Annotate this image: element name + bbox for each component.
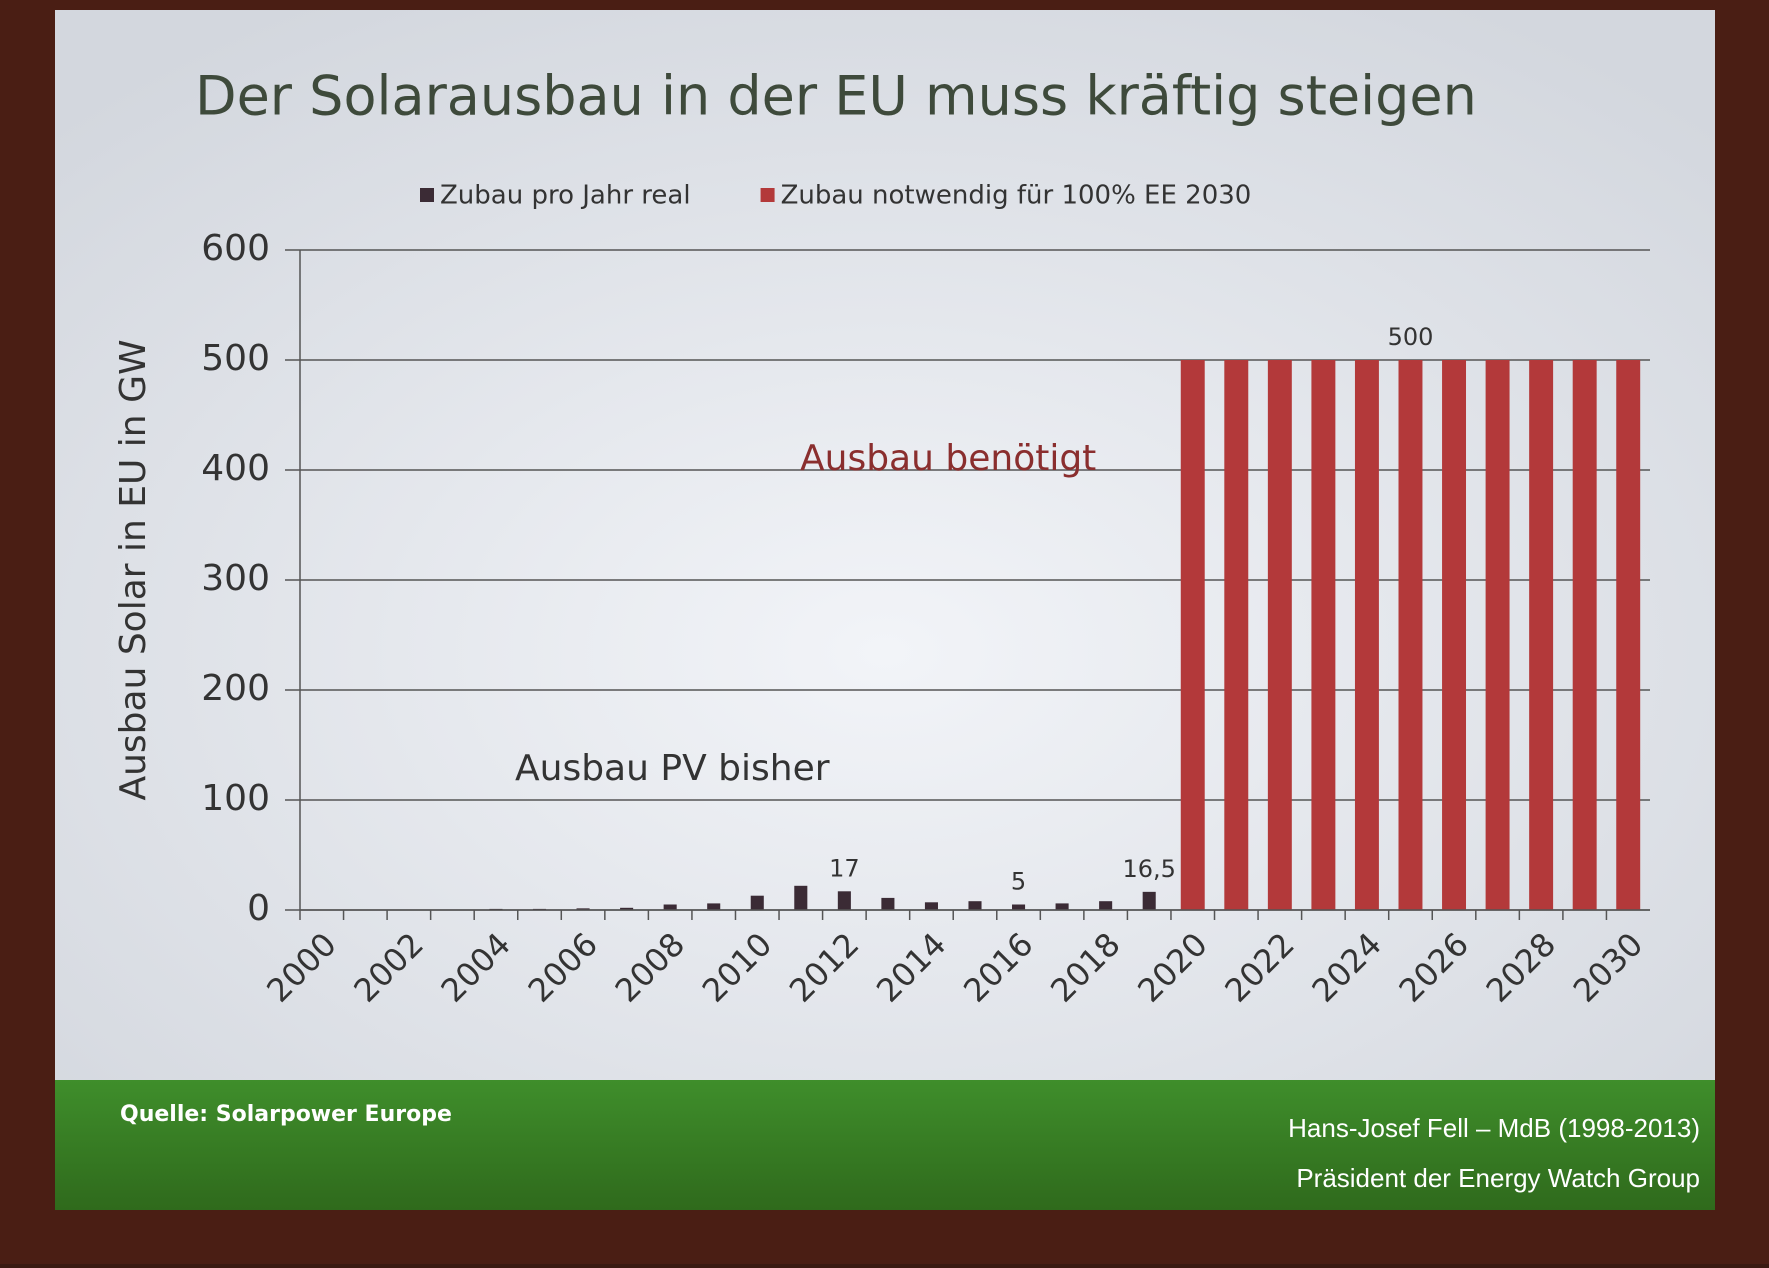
bar bbox=[838, 891, 851, 910]
legend-swatch bbox=[420, 188, 434, 202]
author: Hans-Josef Fell – MdB (1998-2013) bbox=[1288, 1113, 1700, 1143]
y-tick-label: 0 bbox=[247, 888, 270, 929]
bar bbox=[1268, 360, 1292, 910]
role: Präsident der Energy Watch Group bbox=[1296, 1163, 1700, 1193]
annotation: Ausbau benötigt bbox=[800, 438, 1096, 479]
bar bbox=[1311, 360, 1335, 910]
y-tick-label: 400 bbox=[201, 448, 270, 489]
bar bbox=[881, 898, 894, 910]
data-label: 17 bbox=[829, 854, 860, 882]
bar bbox=[1442, 360, 1466, 910]
bar bbox=[1486, 360, 1510, 910]
bar bbox=[968, 901, 981, 910]
y-tick-label: 100 bbox=[201, 778, 270, 819]
bar bbox=[664, 905, 677, 911]
y-tick-label: 300 bbox=[201, 558, 270, 599]
chart-title: Der Solarausbau in der EU muss kräftig s… bbox=[195, 65, 1477, 128]
y-tick-label: 600 bbox=[201, 228, 270, 269]
bar bbox=[925, 902, 938, 910]
bar bbox=[1056, 903, 1069, 910]
bar bbox=[1143, 892, 1156, 910]
y-tick-label: 500 bbox=[201, 338, 270, 379]
legend-label: Zubau notwendig für 100% EE 2030 bbox=[781, 181, 1252, 211]
bar bbox=[751, 896, 764, 910]
bar bbox=[794, 886, 807, 910]
bar bbox=[1099, 901, 1112, 910]
bar bbox=[1012, 905, 1025, 911]
annotation: Ausbau PV bisher bbox=[515, 748, 830, 789]
data-label: 5 bbox=[1011, 868, 1026, 896]
data-label: 16,5 bbox=[1122, 855, 1175, 883]
source: Quelle: Solarpower Europe bbox=[120, 1102, 452, 1127]
legend-label: Zubau pro Jahr real bbox=[440, 181, 691, 211]
bar bbox=[1573, 360, 1597, 910]
bar bbox=[1181, 360, 1205, 910]
legend-swatch bbox=[761, 188, 775, 202]
bar bbox=[1399, 360, 1423, 910]
bar bbox=[1224, 360, 1248, 910]
y-tick-label: 200 bbox=[201, 668, 270, 709]
bar bbox=[1616, 360, 1640, 910]
bar bbox=[707, 903, 720, 910]
y-axis-label: Ausbau Solar in EU in GW bbox=[113, 339, 154, 800]
bar bbox=[1355, 360, 1379, 910]
data-label: 500 bbox=[1388, 323, 1434, 351]
bar bbox=[1529, 360, 1553, 910]
